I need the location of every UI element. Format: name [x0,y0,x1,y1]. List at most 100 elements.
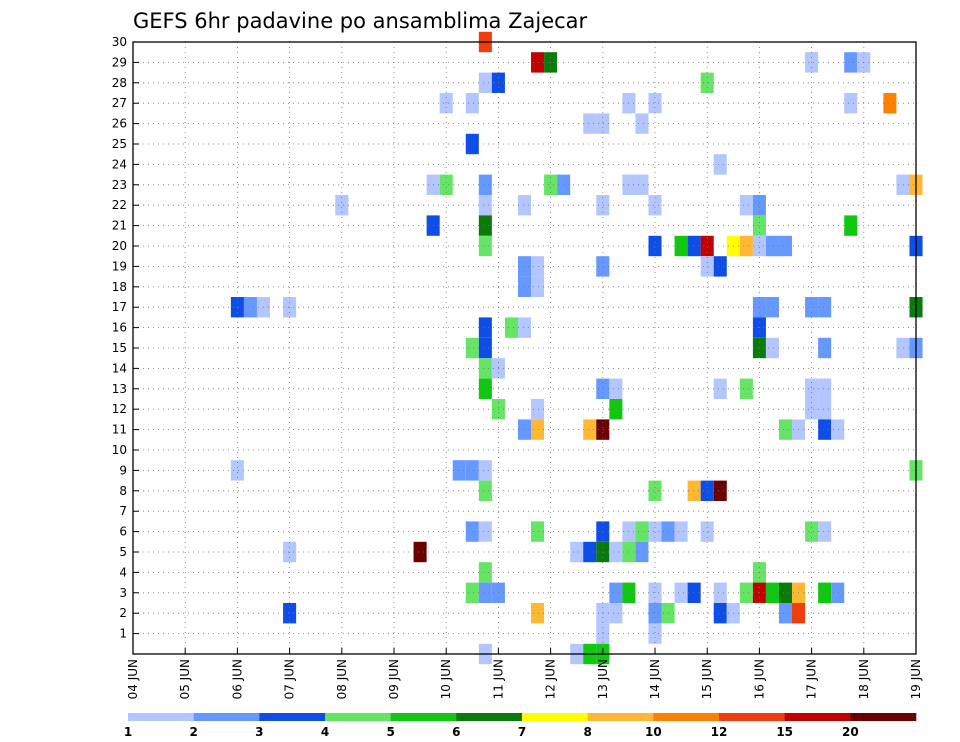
heatmap-cell [478,317,492,338]
colorbar-swatch [850,713,917,721]
heatmap-cell [596,623,610,644]
x-tick-label: 17 JUN [805,659,819,699]
y-tick-label: 8 [119,484,127,498]
y-tick-label: 20 [112,239,127,253]
x-tick-label: 05 JUN [178,659,192,699]
heatmap-cell [517,195,532,216]
heatmap-cell [596,419,610,440]
colorbar-label: 15 [776,725,793,739]
y-tick-label: 17 [112,300,127,314]
heatmap-cell [713,480,727,501]
colorbar-label: 4 [321,725,329,739]
heatmap-cell [478,174,492,195]
heatmap-cell [517,419,532,440]
colorbar-label: 5 [386,725,394,739]
heatmap-cell [531,399,545,420]
heatmap-cell [844,93,858,114]
heatmap-cell [752,235,766,257]
heatmap-cell [583,419,597,440]
y-tick-label: 13 [112,382,127,396]
x-tick-label: 14 JUN [648,659,662,699]
heatmap-cell [596,195,610,216]
x-tick-label: 18 JUN [857,659,871,699]
heatmap-cell [596,378,610,399]
heatmap-cell [687,480,701,501]
heatmap-cell [439,93,453,114]
heatmap-cell [818,399,832,420]
heatmap-cell [583,113,597,134]
x-tick-label: 07 JUN [283,659,297,699]
heatmap-cell [596,603,610,624]
y-tick-label: 27 [112,96,127,110]
heatmap-cell [674,582,688,603]
heatmap-cell [478,562,492,583]
x-tick-label: 06 JUN [230,659,244,699]
heatmap-cell [478,378,492,399]
heatmap-cell [609,399,623,420]
heatmap-cell [883,93,897,114]
y-tick-label: 7 [119,504,127,518]
heatmap-cell [831,419,845,440]
heatmap-cell [713,603,727,624]
y-tick-label: 18 [112,280,127,294]
heatmap-cell [778,582,793,603]
heatmap-cell [739,378,753,399]
heatmap-cell [230,460,244,481]
colorbar-label: 8 [583,725,591,739]
heatmap-cell [648,480,662,501]
heatmap-cell [635,541,649,563]
heatmap-cell [504,317,518,338]
heatmap-cell [478,521,492,542]
colorbar-label: 20 [842,725,859,739]
y-tick-label: 19 [112,259,127,273]
x-tick-label: 08 JUN [335,659,349,699]
heatmap-cell [765,337,779,359]
colorbar-swatch [193,713,260,721]
heatmap-cell [465,133,479,155]
heatmap-cell [687,582,701,603]
heatmap-cell [243,297,257,318]
heatmap-cell [818,582,832,603]
grid-lines [133,42,916,654]
heatmap-cell [517,317,532,338]
heatmap-cell [896,174,910,195]
heatmap-cell [844,215,858,236]
heatmap-cell [544,174,558,195]
y-tick-label: 21 [112,219,127,233]
y-tick-label: 26 [112,117,127,131]
heatmap-cell [465,337,479,359]
x-axis-ticks: 04 JUN 05 JUN 06 JUN 07 JUN 08 JUN 09 JUN 10 J… [126,648,923,699]
heatmap-cell [531,419,545,440]
colorbar-label: 2 [189,725,197,739]
heatmap-cell [609,541,623,563]
colorbar: 1 2 3 4 5 6 7 8 10 12 15 20 [124,713,917,739]
heatmap-cell [531,603,545,624]
heatmap-cell [674,235,688,257]
heatmap-cell [700,256,714,277]
heatmap-cell [818,297,832,318]
heatmap-cell [478,235,492,257]
heatmap-cell [531,521,545,542]
heatmap-cell [739,582,753,603]
heatmap-cell [896,337,910,359]
y-tick-label: 16 [112,321,127,335]
heatmap-cell [805,399,819,420]
heatmap-cell [831,582,845,603]
colorbar-swatch [653,713,720,721]
heatmap-cell [439,174,453,195]
heatmap-cell [818,419,832,440]
heatmap-cell [596,521,610,542]
colorbar-swatch [390,713,457,721]
heatmap-cell [648,235,662,257]
heatmap-cell [635,521,649,542]
heatmap-cell [570,541,584,563]
heatmap-cell [805,521,819,542]
heatmap-cell [635,174,649,195]
y-tick-label: 29 [112,55,127,69]
heatmap-cell [478,460,492,481]
y-tick-label: 4 [119,565,127,579]
heatmap-cell [452,460,466,481]
colorbar-swatch [587,713,654,721]
colorbar-swatch [456,713,523,721]
